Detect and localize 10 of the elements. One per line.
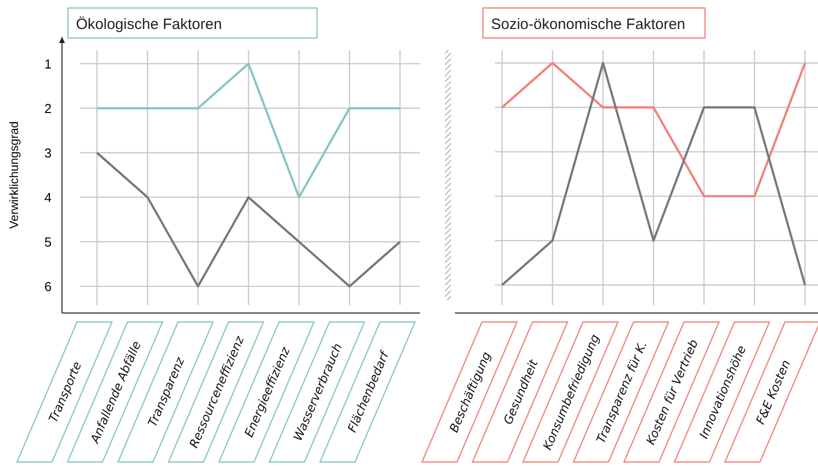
y-tick-label: 3 bbox=[44, 145, 52, 160]
chart-title: Sozio-ökonomische Faktoren bbox=[491, 16, 686, 33]
y-tick-label: 2 bbox=[44, 100, 52, 116]
chart-title: Ökologische Faktoren bbox=[76, 16, 222, 33]
line-series bbox=[96, 152, 402, 288]
y-tick-label: 4 bbox=[44, 190, 52, 205]
y-axis-title: Verwirklichungsgrad bbox=[7, 121, 21, 229]
y-tick-label: 1 bbox=[44, 56, 52, 72]
y-tick-label: 5 bbox=[44, 234, 52, 250]
y-tick-label: 6 bbox=[44, 278, 52, 294]
